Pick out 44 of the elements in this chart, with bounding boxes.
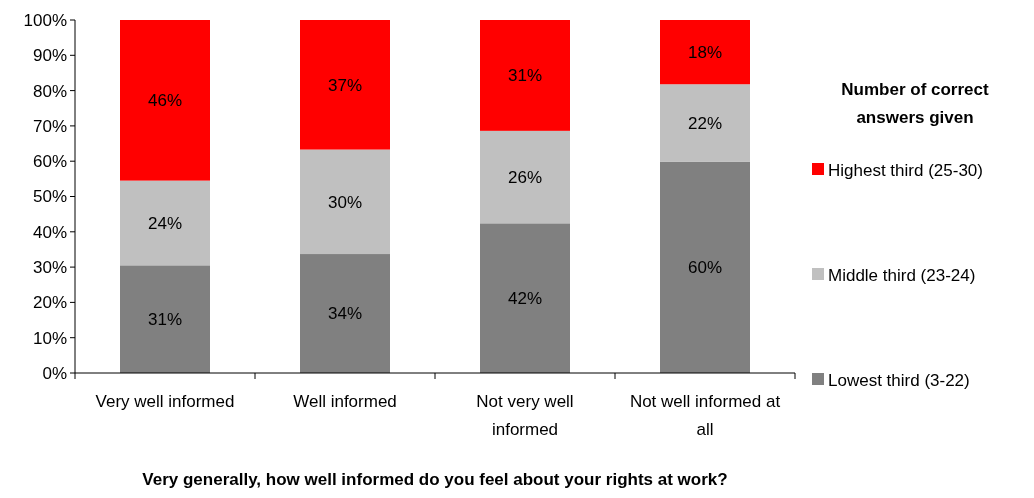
y-tick-label: 30%	[32, 258, 67, 278]
data-label: 34%	[327, 304, 363, 324]
data-label: 31%	[147, 310, 183, 330]
data-label: 60%	[687, 258, 723, 278]
y-tick-label: 60%	[32, 152, 67, 172]
legend-label: Middle third (23-24)	[828, 265, 976, 285]
bar	[120, 265, 210, 373]
x-tick-label: Very well informed	[95, 392, 235, 411]
bar	[300, 254, 390, 373]
bar	[480, 130, 570, 224]
bar	[660, 161, 750, 373]
y-tick-label: 80%	[32, 81, 67, 101]
data-label: 46%	[147, 91, 183, 111]
y-tick-label: 90%	[32, 46, 67, 66]
y-tick-label: 40%	[32, 222, 67, 242]
y-tick-label: 20%	[32, 293, 67, 313]
data-label: 24%	[147, 213, 183, 233]
bar	[120, 180, 210, 266]
y-tick-label: 10%	[32, 328, 67, 348]
legend-label: Lowest third (3-22)	[828, 370, 970, 390]
y-tick-label: 100%	[23, 10, 67, 30]
bar	[300, 149, 390, 255]
y-tick-label: 0%	[42, 363, 67, 383]
bar	[660, 84, 750, 162]
x-tick-label: Not well informed at all	[629, 392, 781, 439]
data-label: 30%	[327, 192, 363, 212]
data-label: 31%	[507, 66, 543, 86]
data-label: 37%	[327, 75, 363, 95]
data-label: 42%	[507, 289, 543, 309]
bar	[120, 20, 210, 181]
bar	[480, 223, 570, 373]
y-tick-label: 70%	[32, 116, 67, 136]
bar	[660, 20, 750, 85]
legend-label: Highest third (25-30)	[828, 160, 983, 180]
bar	[480, 20, 570, 131]
legend-title: Number of correct answers given	[841, 80, 990, 127]
x-tick-label: Well informed	[293, 392, 397, 411]
data-label: 22%	[687, 114, 723, 134]
x-tick-label: Not very well informed	[476, 392, 574, 439]
y-tick-label: 50%	[32, 187, 67, 207]
bar	[300, 20, 390, 150]
data-label: 18%	[687, 43, 723, 63]
x-axis-title: Very generally, how well informed do you feel about your rights at work?	[142, 470, 728, 489]
data-label: 26%	[507, 168, 543, 188]
